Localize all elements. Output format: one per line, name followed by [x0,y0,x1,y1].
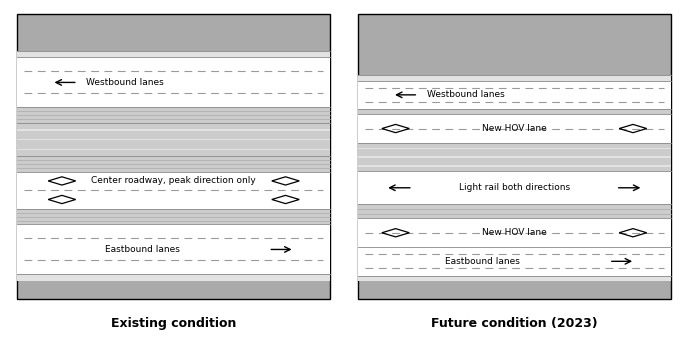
Text: Westbound lanes: Westbound lanes [86,78,164,87]
Bar [358,80,671,109]
Bar [358,218,671,247]
Bar [358,75,671,80]
Bar [17,225,330,275]
Bar [17,275,330,281]
Bar [358,165,671,166]
Bar [17,129,330,130]
Bar [17,14,330,299]
Bar [17,149,330,150]
Bar [17,209,330,225]
Bar [358,276,671,281]
Text: Center roadway, peak direction only: Center roadway, peak direction only [92,176,256,185]
Text: Eastbound lanes: Eastbound lanes [105,245,180,254]
Bar [358,109,671,114]
Bar [17,123,330,156]
Bar [358,148,671,149]
Text: New HOV lane: New HOV lane [482,124,547,133]
Bar [17,156,330,172]
Text: Future condition (2023): Future condition (2023) [431,317,598,330]
Text: Existing condition: Existing condition [111,317,237,330]
Bar [17,57,330,107]
Bar [17,51,330,57]
Bar [358,143,671,171]
Text: Westbound lanes: Westbound lanes [427,90,504,99]
Text: New HOV lane: New HOV lane [482,228,547,237]
Bar [17,139,330,140]
Bar [358,114,671,143]
Bar [358,156,671,158]
Bar [358,204,671,218]
Bar [358,171,671,204]
Bar [17,107,330,123]
Bar [358,247,671,276]
Bar [358,14,671,299]
Text: Eastbound lanes: Eastbound lanes [445,257,520,266]
Bar [17,172,330,209]
Text: Light rail both directions: Light rail both directions [459,183,570,192]
